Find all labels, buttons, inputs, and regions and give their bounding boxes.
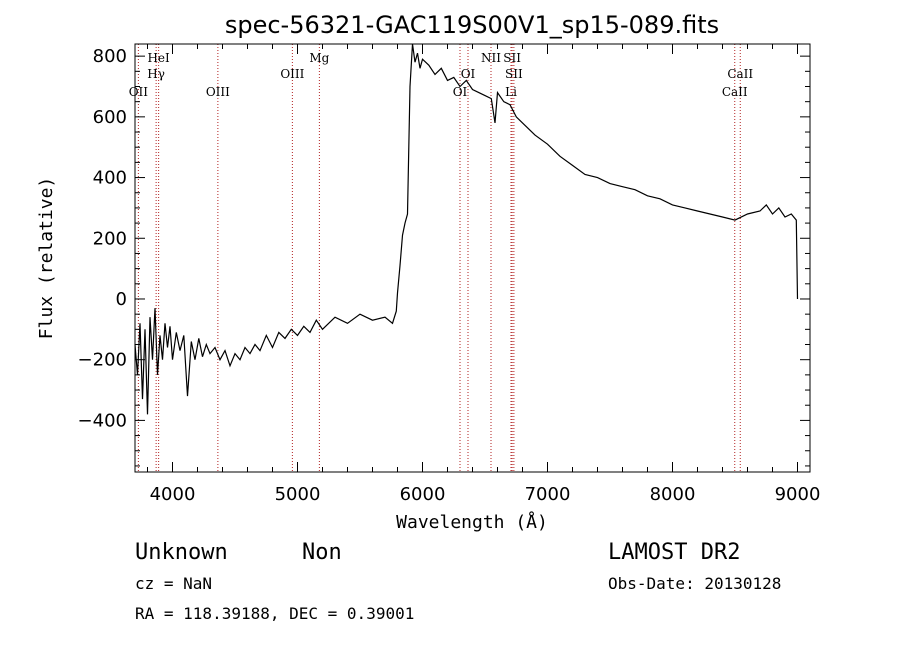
x-axis-label: Wavelength (Å)	[396, 511, 548, 533]
line-label-12: CaII	[722, 85, 748, 99]
line-label-3: OIII	[206, 85, 230, 99]
line-label-9: Li	[505, 85, 517, 99]
spectral-line-labels: OII Hγ HeI OIII OIII Mg OI OI NII Li SII SII CaII CaI…	[129, 51, 754, 99]
spectrum-series-line	[134, 43, 799, 415]
chart-title: spec-56321-GAC119S00V1_sp15-089.fits	[225, 11, 719, 39]
line-label-4: OIII	[280, 67, 304, 81]
line-label-1: Hγ	[147, 67, 165, 81]
y-tick-label-2: 0	[116, 289, 127, 310]
x-tick-label-4: 8000	[650, 484, 696, 505]
y-tick-label-6: 800	[93, 46, 127, 67]
y-axis-label: Flux (relative)	[36, 177, 57, 340]
line-label-0: OII	[129, 85, 149, 99]
y-tick-label-4: 400	[93, 168, 127, 189]
plot-frame	[134, 43, 811, 473]
cz-text: cz = NaN	[135, 574, 212, 593]
y-tick-label-1: −200	[78, 350, 127, 371]
y-tick-label-0: −400	[78, 410, 127, 431]
subclass-text: Non	[302, 540, 342, 565]
line-label-11: SII	[505, 67, 523, 81]
x-axis-ticks: 4000 5000 6000 7000 8000 9000	[147, 44, 821, 505]
x-tick-label-3: 7000	[525, 484, 571, 505]
obs-date-text: Obs-Date: 20130128	[608, 574, 781, 593]
x-tick-label-0: 4000	[150, 484, 196, 505]
y-tick-label-5: 600	[93, 107, 127, 128]
line-label-5: Mg	[309, 51, 329, 65]
y-axis-ticks: −400 −200 0 200 400 600 800	[78, 46, 810, 467]
line-label-13: CaII	[727, 67, 753, 81]
y-tick-label-3: 200	[93, 228, 127, 249]
line-label-2: HeI	[147, 51, 170, 65]
line-label-7: OI	[461, 67, 476, 81]
coords-text: RA = 118.39188, DEC = 0.39001	[135, 604, 414, 623]
x-tick-label-5: 9000	[775, 484, 821, 505]
x-tick-label-2: 6000	[400, 484, 446, 505]
x-tick-label-1: 5000	[275, 484, 321, 505]
line-label-10: SII	[503, 51, 521, 65]
line-label-6: OI	[453, 85, 468, 99]
spectral-line-markers	[137, 44, 741, 472]
object-class-text: Unknown	[135, 540, 228, 565]
survey-text: LAMOST DR2	[608, 540, 740, 565]
line-label-8: NII	[481, 51, 501, 65]
